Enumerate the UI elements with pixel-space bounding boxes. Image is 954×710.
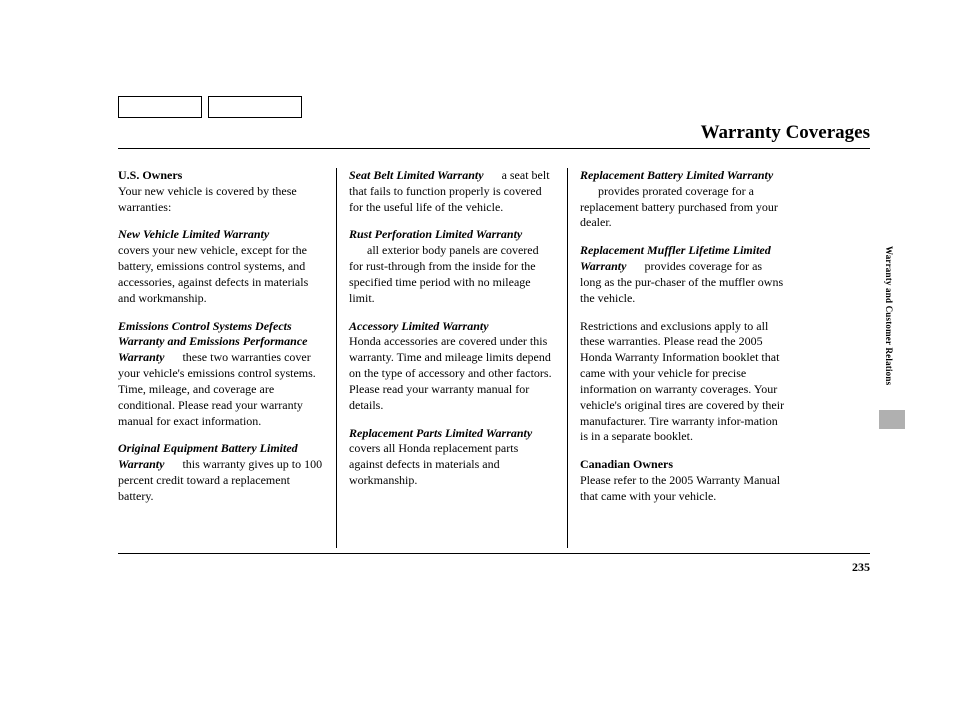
battery-warranty: Original Equipment Battery Limited Warra… xyxy=(118,441,324,504)
columns: U.S. Owners Your new vehicle is covered … xyxy=(118,168,798,548)
page-number: 235 xyxy=(852,560,870,575)
replacement-parts-warranty: Replacement Parts Limited Warrantycovers… xyxy=(349,426,555,489)
top-boxes xyxy=(118,96,302,118)
intro-text: Your new vehicle is covered by these war… xyxy=(118,184,297,214)
column-divider-2 xyxy=(567,168,568,548)
us-owners-heading: U.S. Owners xyxy=(118,168,182,182)
warranty-text: provides prorated coverage for a replace… xyxy=(580,184,778,230)
rust-warranty: Rust Perforation Limited Warranty all ext… xyxy=(349,227,555,306)
new-vehicle-warranty: New Vehicle Limited Warranty covers your… xyxy=(118,227,324,306)
canadian-owners-block: Canadian Owners Please refer to the 2005… xyxy=(580,457,786,504)
column-1: U.S. Owners Your new vehicle is covered … xyxy=(118,168,336,548)
accessory-warranty: Accessory Limited WarrantyHonda accessor… xyxy=(349,319,555,414)
column-divider-1 xyxy=(336,168,337,548)
canadian-text: Please refer to the 2005 Warranty Manual… xyxy=(580,473,780,503)
emissions-warranty: Emissions Control Systems Defects Warran… xyxy=(118,319,324,430)
replacement-battery-warranty: Replacement Battery Limited Warranty prov… xyxy=(580,168,786,231)
warranty-name: Accessory Limited Warranty xyxy=(349,319,489,333)
column-2: Seat Belt Limited Warrantya seat belt th… xyxy=(349,168,567,548)
side-tab xyxy=(879,410,905,429)
warranty-name: New Vehicle Limited Warranty xyxy=(118,227,269,241)
warranty-text: all exterior body panels are covered for… xyxy=(349,243,539,304)
warranty-text: covers your new vehicle, except for the … xyxy=(118,243,308,304)
warranty-name: Replacement Battery Limited Warranty xyxy=(580,168,773,182)
nav-box-1[interactable] xyxy=(118,96,202,118)
column-3: Replacement Battery Limited Warranty prov… xyxy=(580,168,798,548)
warranty-text: Honda accessories are covered under this… xyxy=(349,334,552,411)
title-rule xyxy=(118,148,870,149)
muffler-warranty: Replacement Muffler Lifetime Limited War… xyxy=(580,243,786,306)
side-section-label: Warranty and Customer Relations xyxy=(884,246,894,385)
restrictions-text: Restrictions and exclusions apply to all… xyxy=(580,319,786,446)
page-title: Warranty Coverages xyxy=(701,122,870,144)
warranty-name: Rust Perforation Limited Warranty xyxy=(349,227,522,241)
canadian-heading: Canadian Owners xyxy=(580,457,673,471)
seatbelt-warranty: Seat Belt Limited Warrantya seat belt th… xyxy=(349,168,555,215)
warranty-name: Replacement Parts Limited Warranty xyxy=(349,426,532,440)
page-container: Warranty Coverages U.S. Owners Your new … xyxy=(0,0,954,710)
footer-rule xyxy=(118,553,870,554)
nav-box-2[interactable] xyxy=(208,96,302,118)
warranty-text: covers all Honda replacement parts again… xyxy=(349,441,518,487)
us-owners-block: U.S. Owners Your new vehicle is covered … xyxy=(118,168,324,215)
warranty-name: Seat Belt Limited Warranty xyxy=(349,168,484,182)
